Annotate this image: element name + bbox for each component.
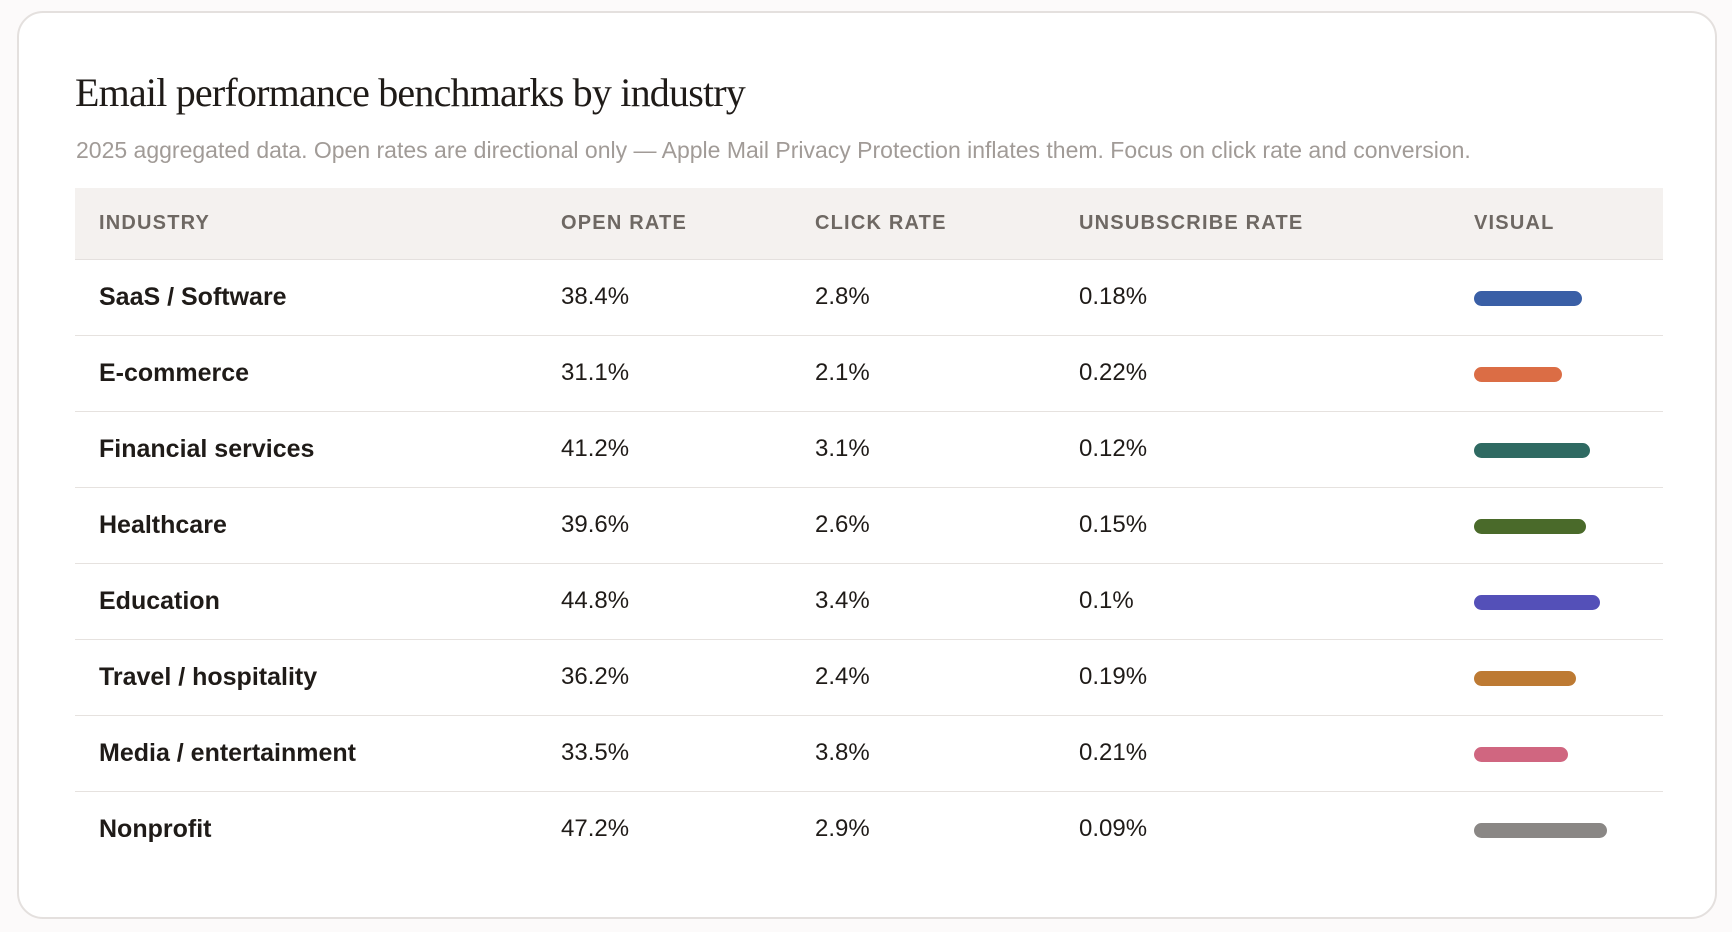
- open-rate-cell: 39.6%: [561, 511, 630, 538]
- page-subtitle: 2025 aggregated data. Open rates are dir…: [76, 137, 1471, 163]
- unsubscribe-rate-cell: 0.19%: [1079, 663, 1148, 690]
- open-rate-cell: 44.8%: [561, 587, 630, 614]
- visual-cell: [1474, 715, 1663, 791]
- visual-bar-track: [1474, 291, 1614, 307]
- visual-bar-track: [1474, 367, 1614, 383]
- table-header: INDUSTRY OPEN RATE CLICK RATE UNSUBSCRIB…: [75, 188, 1663, 260]
- unsubscribe-rate-cell: 0.12%: [1079, 435, 1148, 462]
- column-header-unsubscribe-rate: UNSUBSCRIBE RATE: [1079, 188, 1474, 260]
- click-rate-cell: 3.1%: [815, 435, 870, 462]
- visual-cell: [1474, 639, 1663, 715]
- unsubscribe-rate-cell: 0.22%: [1079, 359, 1148, 386]
- open-rate-cell: 47.2%: [561, 815, 630, 843]
- column-header-open-rate: OPEN RATE: [561, 188, 815, 260]
- table-row: Media / entertainment 33.5% 3.8% 0.21%: [75, 715, 1663, 791]
- open-rate-cell: 31.1%: [561, 359, 630, 386]
- visual-bar-track: [1474, 595, 1614, 611]
- visual-cell: [1474, 259, 1663, 335]
- click-rate-cell: 2.6%: [815, 511, 870, 538]
- table-row: SaaS / Software 38.4% 2.8% 0.18%: [75, 259, 1663, 335]
- table-row: Financial services 41.2% 3.1% 0.12%: [75, 411, 1663, 487]
- table-row: Education 44.8% 3.4% 0.1%: [75, 563, 1663, 639]
- benchmarks-card: Email performance benchmarks by industry…: [17, 11, 1717, 919]
- unsubscribe-rate-cell: 0.21%: [1079, 739, 1148, 766]
- benchmarks-table: INDUSTRY OPEN RATE CLICK RATE UNSUBSCRIB…: [75, 188, 1663, 867]
- click-rate-cell: 2.8%: [815, 283, 870, 310]
- unsubscribe-rate-cell: 0.09%: [1079, 815, 1148, 843]
- click-rate-cell: 3.8%: [815, 739, 870, 766]
- table-row: Nonprofit 47.2% 2.9% 0.09%: [75, 791, 1663, 867]
- click-rate-cell: 2.9%: [815, 815, 870, 843]
- visual-bar-track: [1474, 671, 1614, 687]
- industry-cell: Media / entertainment: [99, 738, 356, 767]
- visual-bar: [1474, 595, 1600, 610]
- industry-cell: Healthcare: [99, 510, 227, 539]
- visual-cell: [1474, 563, 1663, 639]
- visual-cell: [1474, 791, 1663, 867]
- column-header-click-rate: CLICK RATE: [815, 188, 1079, 260]
- table-row: Healthcare 39.6% 2.6% 0.15%: [75, 487, 1663, 563]
- visual-bar-track: [1474, 443, 1614, 459]
- open-rate-cell: 38.4%: [561, 283, 630, 310]
- table-header-row: INDUSTRY OPEN RATE CLICK RATE UNSUBSCRIB…: [75, 188, 1663, 260]
- unsubscribe-rate-cell: 0.1%: [1079, 587, 1134, 614]
- visual-bar: [1474, 291, 1582, 306]
- page-title: Email performance benchmarks by industry: [75, 70, 746, 115]
- open-rate-cell: 36.2%: [561, 663, 630, 690]
- industry-cell: Education: [99, 586, 220, 615]
- visual-bar: [1474, 443, 1590, 458]
- open-rate-cell: 41.2%: [561, 435, 630, 462]
- click-rate-cell: 2.4%: [815, 663, 870, 690]
- table-body: SaaS / Software 38.4% 2.8% 0.18% E-commerce 3…: [75, 259, 1663, 867]
- column-header-visual: VISUAL: [1474, 188, 1663, 260]
- visual-cell: [1474, 335, 1663, 411]
- industry-cell: Nonprofit: [99, 814, 212, 843]
- click-rate-cell: 3.4%: [815, 587, 870, 614]
- table-row: E-commerce 31.1% 2.1% 0.22%: [75, 335, 1663, 411]
- visual-cell: [1474, 487, 1663, 563]
- visual-bar: [1474, 367, 1562, 382]
- visual-bar: [1474, 671, 1576, 686]
- industry-cell: SaaS / Software: [99, 282, 287, 311]
- click-rate-cell: 2.1%: [815, 359, 870, 386]
- visual-bar: [1474, 823, 1607, 839]
- open-rate-cell: 33.5%: [561, 739, 630, 766]
- visual-bar-track: [1474, 519, 1614, 535]
- table-row: Travel / hospitality 36.2% 2.4% 0.19%: [75, 639, 1663, 715]
- industry-cell: Financial services: [99, 434, 315, 463]
- visual-bar: [1474, 519, 1586, 534]
- industry-cell: E-commerce: [99, 358, 250, 387]
- column-header-industry: INDUSTRY: [75, 188, 561, 260]
- visual-bar-track: [1474, 747, 1614, 763]
- unsubscribe-rate-cell: 0.18%: [1079, 283, 1148, 310]
- visual-bar-track: [1474, 823, 1614, 839]
- industry-cell: Travel / hospitality: [99, 662, 318, 691]
- visual-cell: [1474, 411, 1663, 487]
- visual-bar: [1474, 747, 1568, 762]
- unsubscribe-rate-cell: 0.15%: [1079, 511, 1148, 538]
